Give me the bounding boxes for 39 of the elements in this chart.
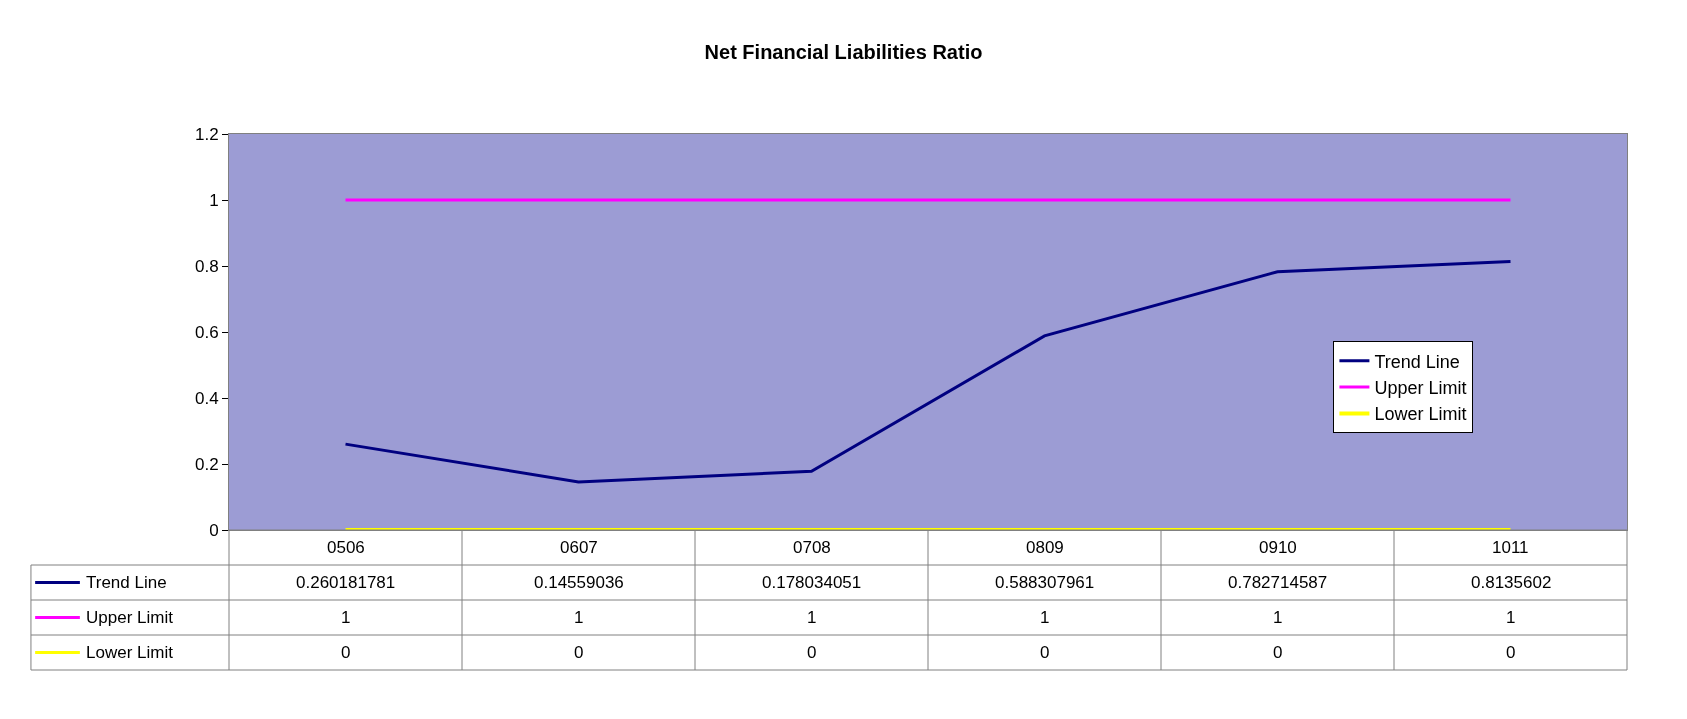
line-series bbox=[344, 260, 1512, 484]
data-label: 0 bbox=[341, 643, 351, 662]
text: Upper Limit bbox=[86, 608, 173, 627]
text: Trend Line bbox=[86, 573, 167, 592]
data-label: 0.8135602 bbox=[1471, 573, 1552, 592]
legend-label: Trend Line bbox=[1374, 351, 1460, 372]
data-label: 1 bbox=[574, 608, 584, 627]
data-label: 0 bbox=[1040, 643, 1050, 662]
data-label: 0.260181781 bbox=[296, 573, 396, 592]
data-label: 1 bbox=[1273, 608, 1283, 627]
x-tick-label: 0708 bbox=[793, 538, 831, 557]
y-tick-label: 0.4 bbox=[194, 388, 219, 408]
x-tick-label: 1011 bbox=[1492, 538, 1529, 557]
x-tick-label: 0809 bbox=[1026, 538, 1064, 557]
text: Lower Limit bbox=[86, 643, 173, 662]
x-tick-label: 0607 bbox=[560, 538, 598, 557]
data-label: 0.14559036 bbox=[534, 573, 624, 592]
data-label: 0.782714587 bbox=[1228, 573, 1328, 592]
chart-title: Net Financial Liabilities Ratio bbox=[704, 41, 983, 63]
y-tick-label: 0.2 bbox=[194, 454, 219, 474]
data-label: 0 bbox=[807, 643, 817, 662]
x-tick-label: 0506 bbox=[327, 538, 365, 557]
data-label: 0.588307961 bbox=[995, 573, 1095, 592]
y-tick-label: 0.8 bbox=[194, 256, 219, 276]
data-label: 0 bbox=[574, 643, 584, 662]
y-tick-label: 0 bbox=[209, 520, 219, 540]
data-label: 1 bbox=[1506, 608, 1516, 627]
data-label: 1 bbox=[1040, 608, 1050, 627]
y-tick-label: 0.6 bbox=[194, 322, 219, 342]
y-tick-label: 1.2 bbox=[194, 124, 219, 144]
legend-label: Upper Limit bbox=[1374, 378, 1467, 399]
legend-label: Lower Limit bbox=[1374, 404, 1467, 425]
data-label: 0 bbox=[1506, 643, 1516, 662]
x-tick-label: 0910 bbox=[1259, 538, 1297, 557]
data-label: 1 bbox=[341, 608, 351, 627]
data-label: 1 bbox=[807, 608, 817, 627]
data-label: 0.178034051 bbox=[762, 573, 862, 592]
y-tick-label: 1 bbox=[209, 190, 219, 210]
data-label: 0 bbox=[1273, 643, 1283, 662]
